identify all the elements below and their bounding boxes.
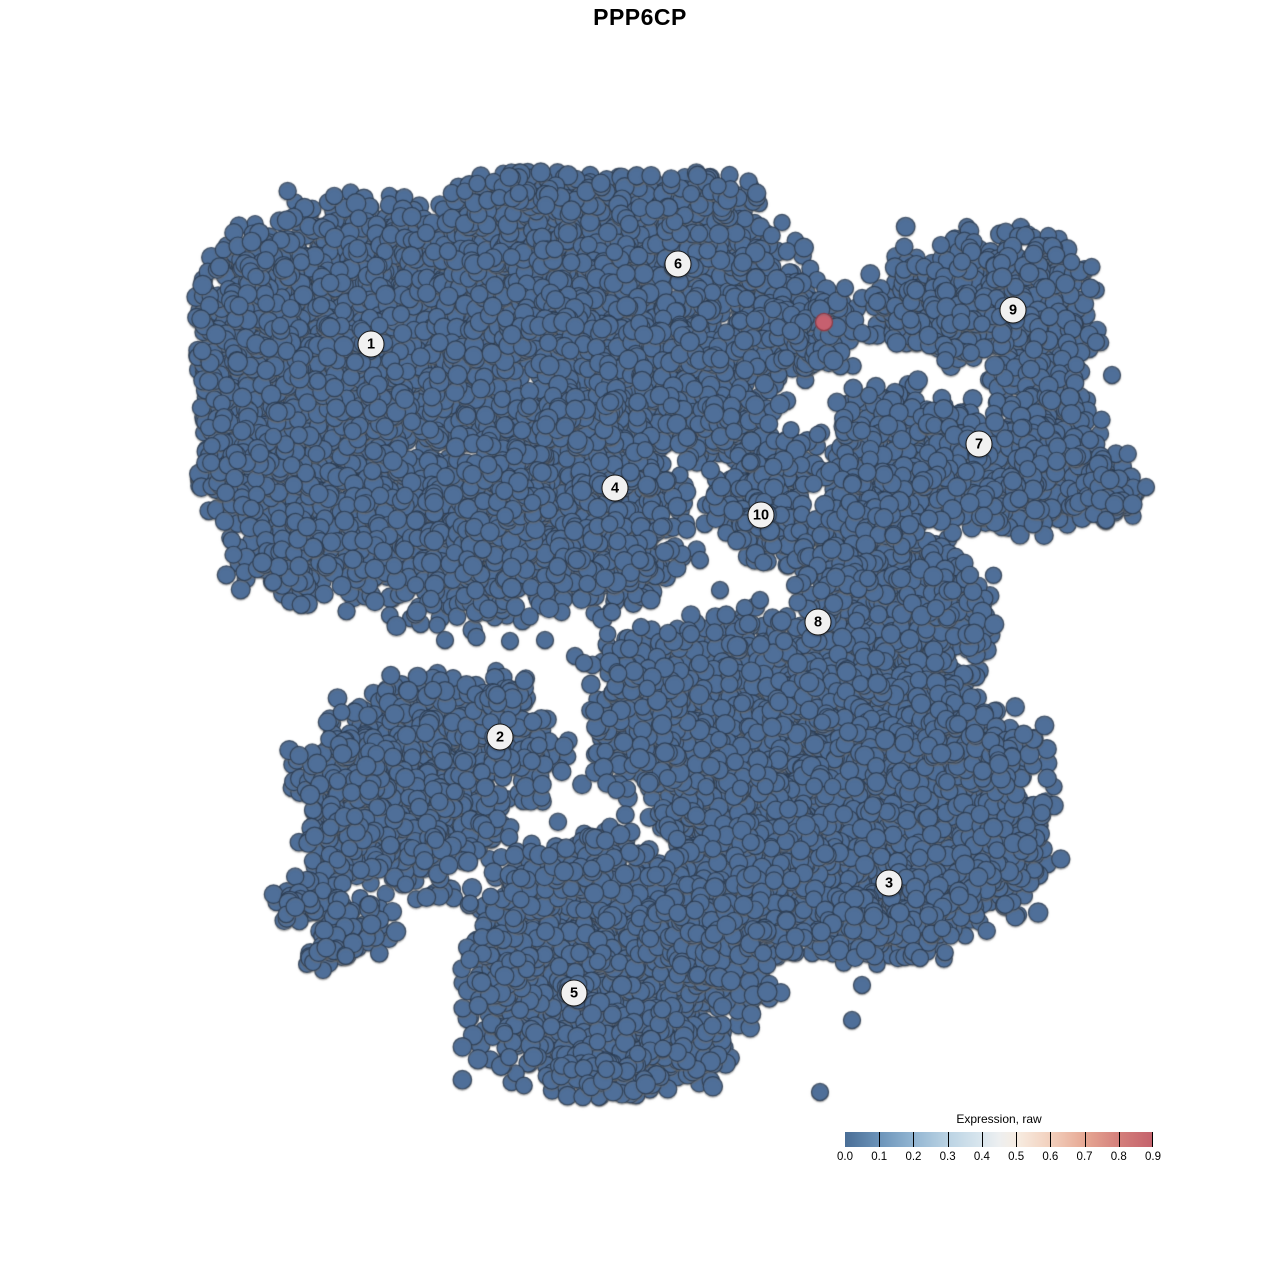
cluster-label-8: 8 (804, 608, 832, 636)
cluster-label-1: 1 (357, 330, 385, 358)
legend-tick-label: 0.8 (1110, 1151, 1127, 1163)
cluster-label-9: 9 (999, 296, 1027, 324)
cluster-label-7: 7 (965, 430, 993, 458)
legend-tick-line (1016, 1132, 1018, 1147)
cluster-label-2: 2 (486, 723, 514, 751)
legend-tick-label: 0.2 (905, 1151, 922, 1163)
cluster-label-4: 4 (601, 474, 629, 502)
legend-tick-label: 0.7 (1076, 1151, 1093, 1163)
page-title: PPP6CP (593, 4, 687, 30)
legend-tick-line (1050, 1132, 1052, 1147)
legend-tick-label: 0.0 (837, 1151, 853, 1163)
legend-tick-line (981, 1132, 983, 1147)
cluster-label-10: 10 (747, 501, 775, 529)
cluster-label-6: 6 (664, 250, 692, 278)
legend-tick-label: 0.3 (939, 1151, 956, 1163)
legend-colorbar (845, 1132, 1153, 1147)
legend-tick-label: 0.6 (1042, 1151, 1059, 1163)
legend-tick-line (1118, 1132, 1120, 1147)
legend-tick-line (947, 1132, 949, 1147)
legend-tick-line (1084, 1132, 1086, 1147)
legend-tick-label: 0.1 (871, 1151, 888, 1163)
legend-tick-label: 0.9 (1145, 1151, 1161, 1163)
legend-title: Expression, raw (956, 1112, 1042, 1126)
legend-tick-line (913, 1132, 915, 1147)
legend-tick-line (1152, 1132, 1153, 1147)
cluster-label-3: 3 (875, 869, 903, 897)
legend-tick-label: 0.4 (973, 1151, 990, 1163)
cluster-label-5: 5 (560, 979, 588, 1007)
legend-tick-line (879, 1132, 881, 1147)
legend-tick-label: 0.5 (1008, 1151, 1025, 1163)
expression-legend: Expression, raw 0.0 0.1 0.2 0.3 0.4 0.5 0.6 0.7… (837, 1112, 1161, 1163)
